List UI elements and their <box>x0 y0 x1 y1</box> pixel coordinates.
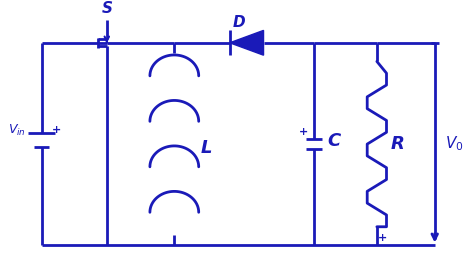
Text: $V_{in}$: $V_{in}$ <box>8 123 26 138</box>
Text: +: + <box>378 233 387 243</box>
Text: C: C <box>328 132 341 150</box>
Text: L: L <box>201 139 212 157</box>
Text: S: S <box>101 1 112 16</box>
Text: +: + <box>52 125 61 134</box>
Polygon shape <box>230 31 264 55</box>
Text: $V_0$: $V_0$ <box>446 135 464 153</box>
Text: +: + <box>299 127 308 137</box>
Text: R: R <box>391 135 404 153</box>
Text: D: D <box>233 15 246 30</box>
